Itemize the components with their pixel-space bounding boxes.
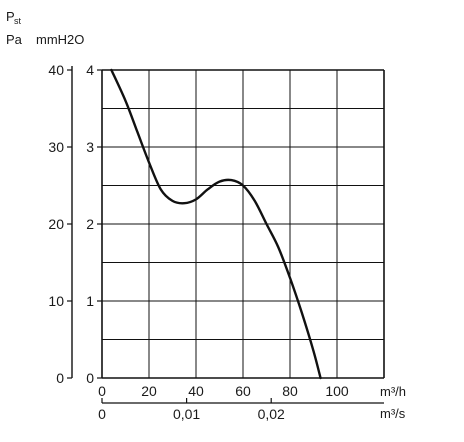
y-axis-symbol: P (6, 9, 15, 24)
x-m3h-tick-label: 0 (98, 383, 106, 399)
y-mmh2o-tick-label: 3 (86, 139, 94, 155)
pressure-curve-line (110, 68, 322, 380)
y-mmh2o-tick-label: 0 (86, 370, 94, 386)
x-m3h-tick-label: 60 (235, 383, 251, 399)
grid (101, 69, 385, 379)
x-m3s-tick-label: 0,02 (258, 406, 285, 422)
x-m3h-tick-label: 20 (141, 383, 157, 399)
x-m3h-tick-label: 40 (188, 383, 204, 399)
x-m3s-tick-label: 0 (98, 406, 106, 422)
x-m3h-tick-label: 80 (282, 383, 298, 399)
y-pa-tick-label: 30 (48, 139, 64, 155)
y-mmh2o-tick-label: 2 (86, 216, 94, 232)
series-layer (110, 68, 322, 380)
y-mmh2o-tick-label: 1 (86, 293, 94, 309)
x-m3h-tick-label: 100 (325, 383, 349, 399)
y-pa-tick-label: 20 (48, 216, 64, 232)
x-axis-unit-m3s: m³/s (380, 406, 406, 421)
y-mmh2o-tick-label: 4 (86, 62, 94, 78)
y-pa-tick-label: 10 (48, 293, 64, 309)
y-axis-symbol-subscript: st (14, 16, 22, 26)
x-axis-unit-m3h: m³/h (380, 384, 406, 399)
y-pa-tick-label: 40 (48, 62, 64, 78)
x-m3s-tick-label: 0,01 (173, 406, 200, 422)
y-axis-unit-mmh2o: mmH2O (36, 32, 84, 47)
y-axis-unit-pa: Pa (6, 32, 23, 47)
y-pa-tick-label: 0 (56, 370, 64, 386)
